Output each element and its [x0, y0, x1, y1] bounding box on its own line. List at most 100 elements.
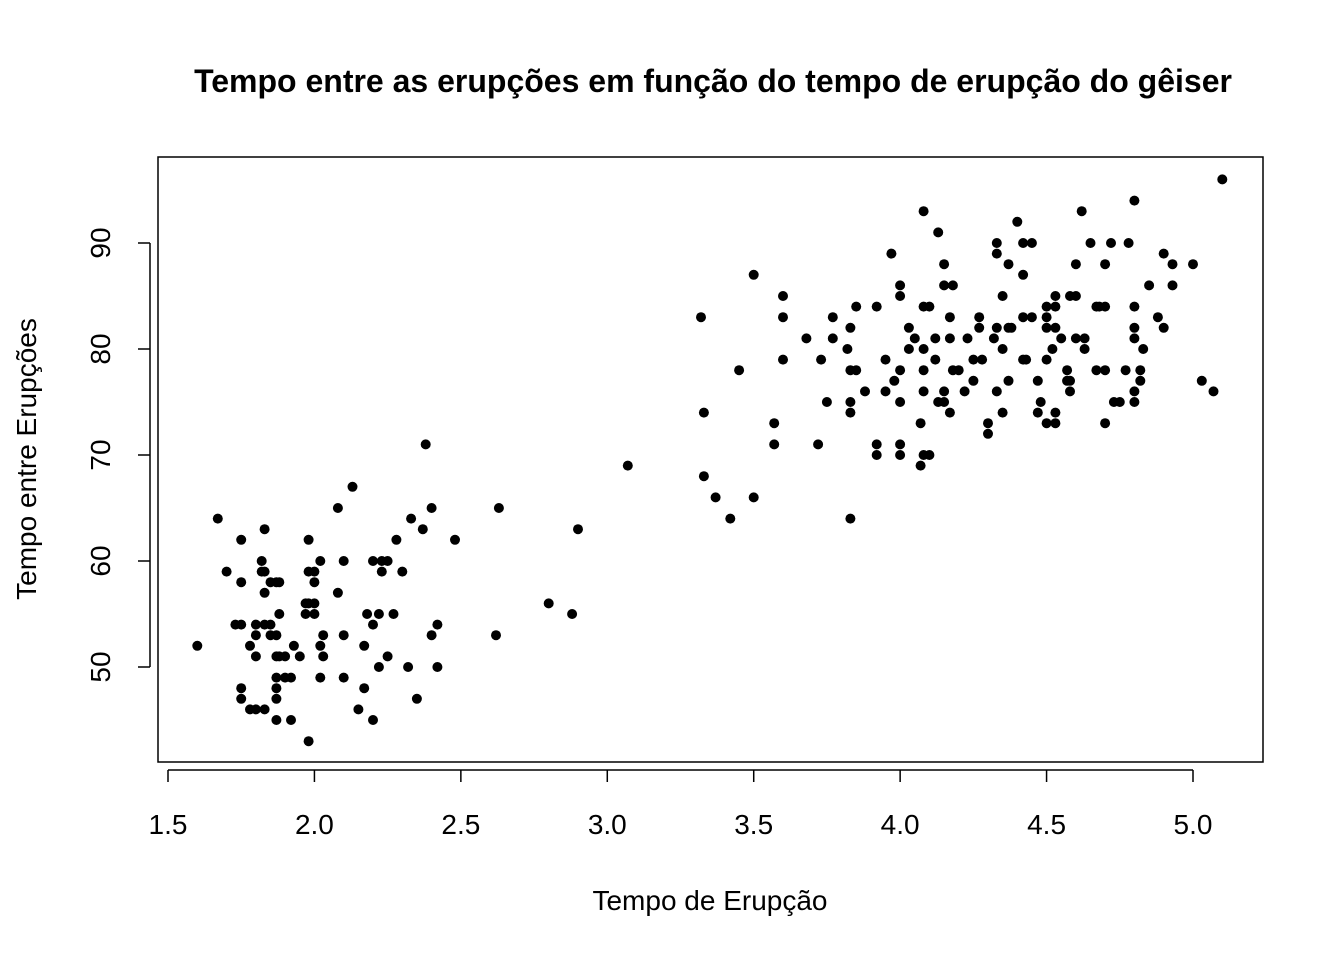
data-point: [1100, 365, 1111, 376]
x-tick-label: 4.5: [1027, 809, 1066, 840]
x-tick-label: 2.0: [295, 809, 334, 840]
data-point: [1114, 397, 1125, 407]
data-point: [924, 450, 935, 460]
data-point: [265, 619, 276, 630]
data-point: [962, 333, 973, 344]
y-axis: 50 60 70 80 90: [85, 227, 151, 683]
data-point: [959, 386, 970, 397]
data-point: [895, 280, 906, 291]
data-point: [974, 322, 985, 333]
data-point: [889, 375, 900, 386]
data-point: [1158, 248, 1169, 259]
data-point: [1138, 344, 1149, 354]
data-point: [769, 418, 780, 429]
data-point: [698, 407, 709, 418]
y-tick-label: 60: [85, 545, 116, 576]
data-point: [359, 640, 370, 651]
data-point: [997, 407, 1008, 418]
data-point: [918, 365, 929, 376]
data-point: [300, 609, 311, 619]
data-point: [1085, 238, 1096, 248]
data-point: [871, 301, 882, 312]
data-point: [250, 704, 261, 715]
y-tick-label: 50: [85, 651, 116, 682]
data-point: [968, 354, 979, 365]
data-point: [1076, 206, 1087, 217]
data-point: [939, 259, 950, 270]
data-point: [696, 312, 706, 323]
data-point: [918, 344, 929, 354]
data-point: [748, 492, 759, 503]
data-point: [1129, 386, 1140, 397]
data-point: [397, 566, 408, 577]
data-point: [816, 354, 827, 365]
data-point: [1021, 354, 1032, 365]
data-point: [842, 344, 853, 354]
data-point: [250, 651, 261, 662]
data-point: [245, 640, 255, 651]
data-point: [1217, 174, 1228, 185]
data-point: [1050, 301, 1061, 312]
data-point: [359, 683, 370, 694]
data-point: [734, 365, 745, 376]
data-point: [1129, 397, 1140, 407]
data-point: [991, 248, 1002, 259]
data-point: [192, 640, 203, 651]
data-point: [376, 566, 387, 577]
data-point: [821, 397, 832, 407]
data-point: [880, 386, 891, 397]
data-point: [918, 206, 929, 217]
data-point: [871, 439, 882, 450]
y-tick-label: 70: [85, 439, 116, 470]
data-point: [1070, 291, 1081, 301]
data-point: [1018, 269, 1029, 280]
data-point: [845, 322, 856, 333]
y-tick-label: 90: [85, 227, 116, 258]
data-point: [1041, 312, 1052, 323]
data-point: [1100, 259, 1111, 270]
data-point: [236, 577, 247, 588]
data-point: [1135, 375, 1146, 386]
data-point: [953, 365, 964, 376]
x-tick-label: 3.5: [734, 809, 773, 840]
data-point: [1006, 322, 1017, 333]
data-point: [1123, 238, 1134, 248]
data-point: [1032, 407, 1043, 418]
data-point: [1050, 322, 1061, 333]
data-point: [1135, 365, 1146, 376]
data-point: [318, 630, 329, 641]
data-point: [382, 651, 393, 662]
data-point: [895, 450, 906, 460]
data-point: [801, 333, 812, 344]
data-point: [259, 524, 270, 535]
data-point: [309, 609, 320, 619]
data-point: [924, 301, 935, 312]
data-point: [1035, 397, 1046, 407]
data-point: [871, 450, 882, 460]
data-point: [710, 492, 721, 503]
data-point: [1129, 301, 1140, 312]
x-axis-label: Tempo de Erupção: [592, 885, 827, 916]
data-point: [851, 365, 862, 376]
data-point: [748, 269, 759, 280]
data-point: [280, 651, 291, 662]
data-point: [813, 439, 824, 450]
x-tick-label: 5.0: [1174, 809, 1213, 840]
data-point: [1018, 312, 1029, 323]
data-point: [851, 301, 862, 312]
data-point: [250, 630, 261, 641]
data-point: [256, 556, 267, 566]
data-point: [991, 322, 1002, 333]
data-point: [315, 672, 326, 683]
data-point: [543, 598, 554, 609]
data-point: [930, 354, 941, 365]
data-point: [939, 397, 950, 407]
data-point: [303, 534, 314, 545]
data-point: [1091, 365, 1102, 376]
data-point: [845, 407, 856, 418]
data-point: [845, 397, 856, 407]
data-point: [450, 534, 460, 545]
chart-title: Tempo entre as erupções em função do tem…: [194, 63, 1232, 99]
data-point: [362, 609, 373, 619]
